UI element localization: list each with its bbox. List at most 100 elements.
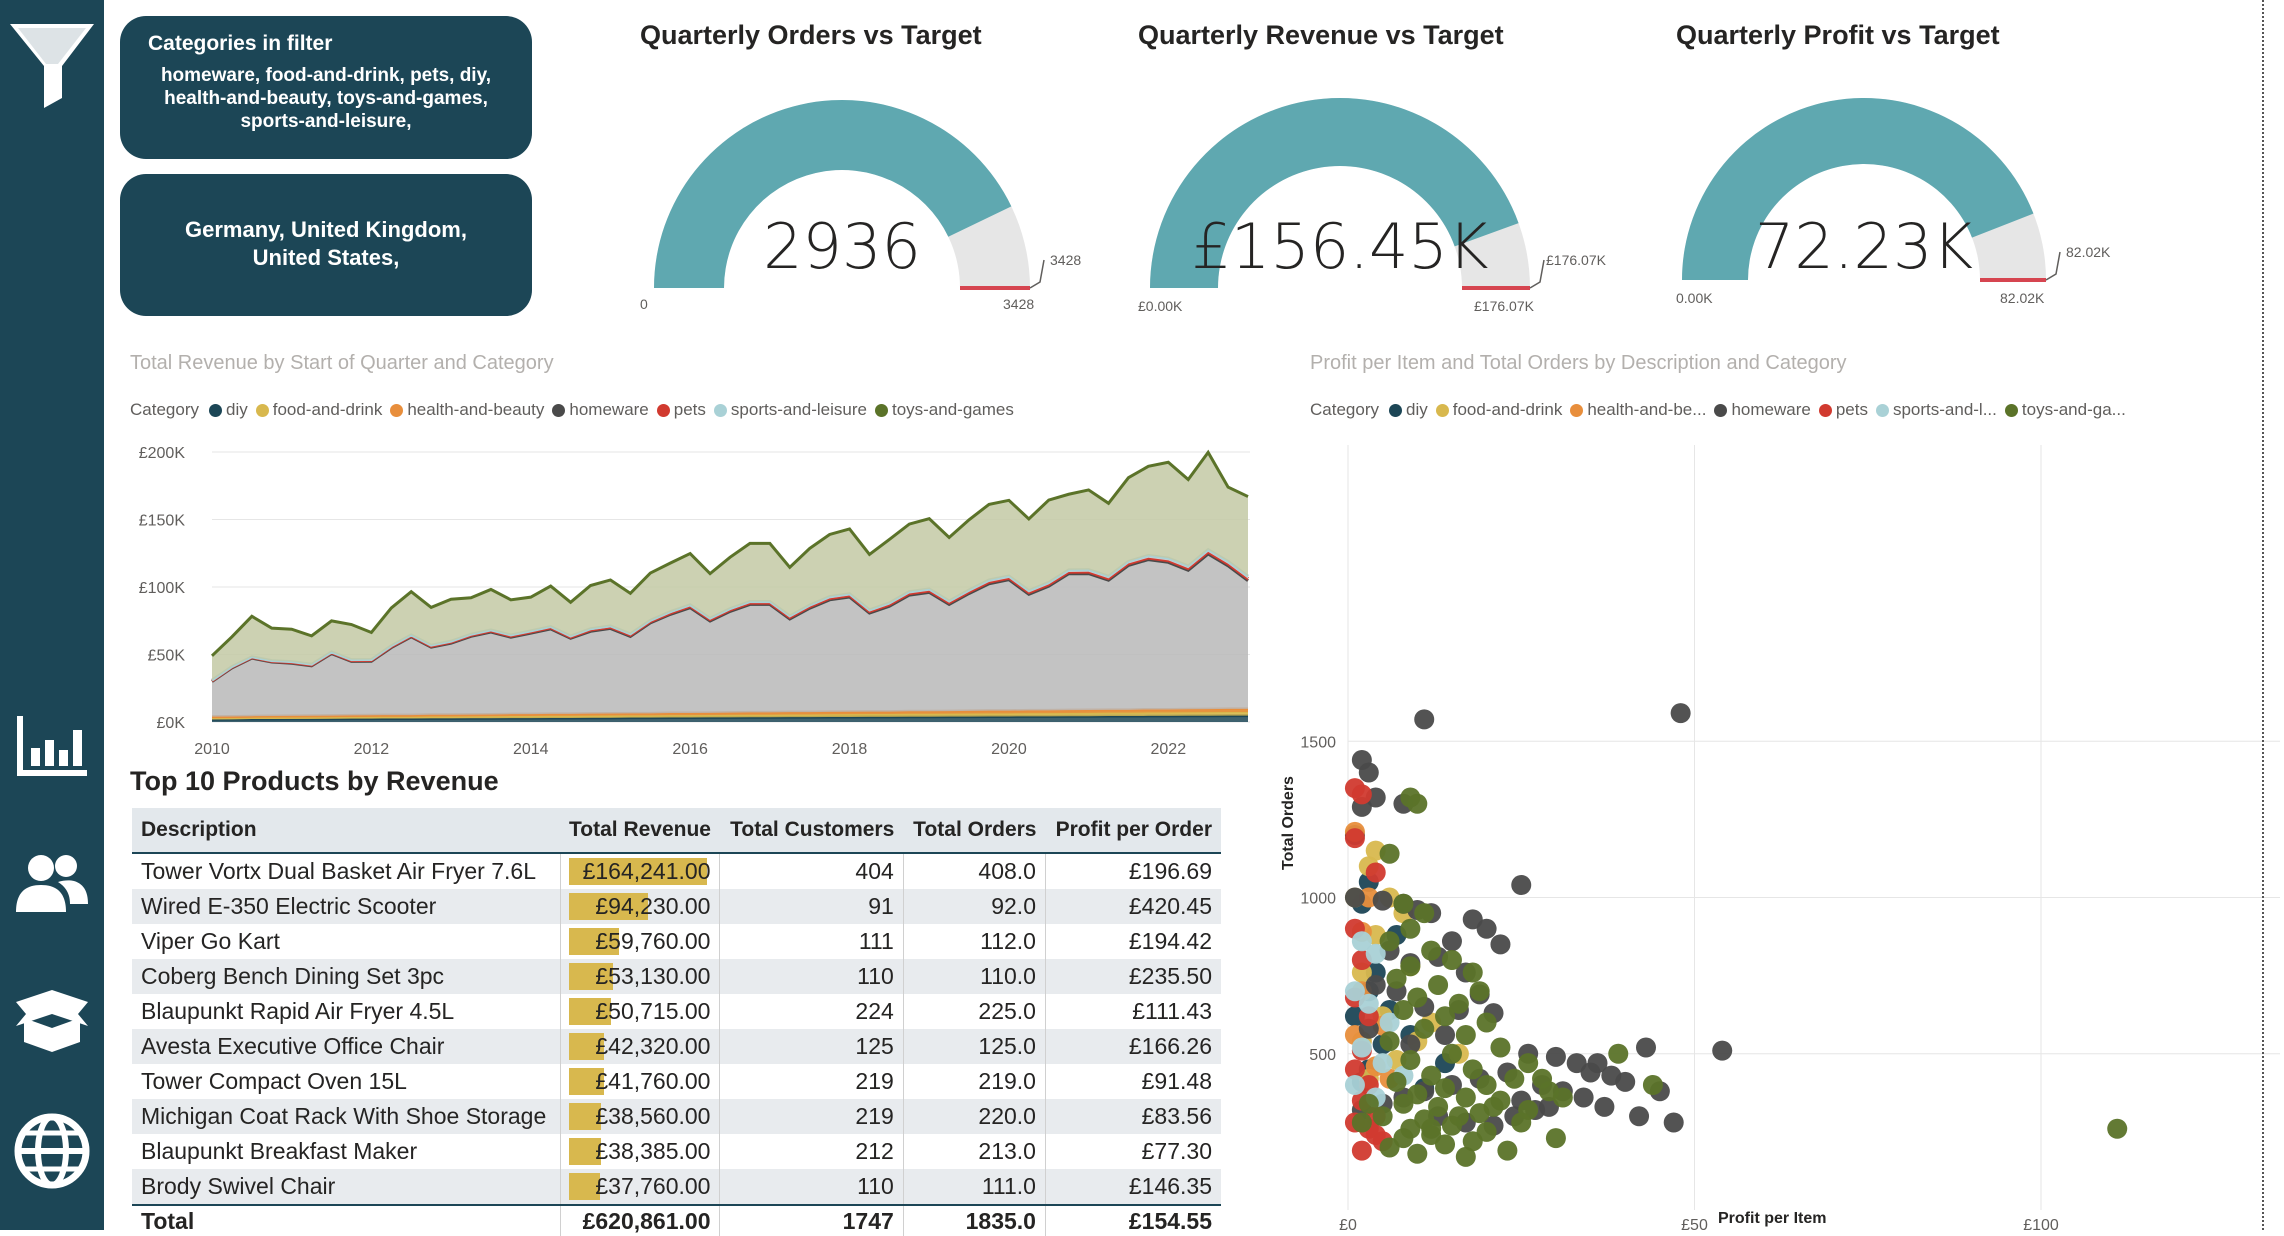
box-icon[interactable]	[0, 988, 104, 1052]
legend-dot	[1818, 403, 1832, 417]
scatter-point-toys-and-games	[1455, 1146, 1476, 1167]
cell-description: Viper Go Kart	[141, 928, 280, 954]
scatter-point-toys-and-games	[1490, 1037, 1511, 1058]
legend-item-toys-and-games[interactable]: toys-and-ga...	[2004, 400, 2126, 420]
scatter-point-toys-and-games	[2107, 1118, 2128, 1139]
table-row[interactable]: Wired E-350 Electric Scooter £94,230.00 91…	[132, 889, 1221, 924]
cell-total-revenue: £38,560.00	[559, 1099, 720, 1134]
scatter-point-homeware	[1545, 1046, 1566, 1067]
scatter-point-toys-and-games	[1441, 1115, 1462, 1136]
globe-icon[interactable]	[0, 1112, 104, 1190]
table-row[interactable]: Michigan Coat Rack With Shoe Storage £38,…	[132, 1099, 1221, 1134]
column-header-total-customers[interactable]: Total Customers	[719, 808, 904, 854]
legend-dot	[1714, 403, 1728, 417]
column-header-total-revenue[interactable]: Total Revenue	[560, 808, 720, 854]
table-row[interactable]: Tower Vortx Dual Basket Air Fryer 7.6L £1…	[132, 853, 1221, 889]
table-row[interactable]: Blaupunkt Rapid Air Fryer 4.5L £50,715.00…	[132, 994, 1221, 1029]
legend-item-health-and-beauty[interactable]: health-and-beauty	[390, 400, 544, 420]
scatter-point-toys-and-games	[1642, 1075, 1663, 1095]
scatter-point-sports-and-leisure	[1351, 1037, 1372, 1058]
cell-profit-per-order: £111.43	[1044, 994, 1221, 1029]
legend-header: Category	[1310, 400, 1379, 419]
cell-profit-per-order: £235.50	[1044, 959, 1221, 994]
legend-item-pets[interactable]: pets	[656, 400, 706, 420]
legend-item-homeware[interactable]: homeware	[1714, 400, 1811, 420]
scatter-point-toys-and-games	[1393, 1093, 1414, 1114]
legend-dot	[1875, 403, 1889, 417]
filter-icon[interactable]	[0, 18, 104, 108]
area-chart-title: Total Revenue by Start of Quarter and Ca…	[130, 352, 554, 374]
users-icon[interactable]	[0, 852, 104, 916]
legend-dot	[656, 403, 670, 417]
x-tick-label: £50	[1681, 1217, 1708, 1230]
column-header-profit-per-order[interactable]: Profit per Order	[1045, 808, 1221, 854]
table-row[interactable]: Coberg Bench Dining Set 3pc £53,130.00 110…	[132, 959, 1221, 994]
revenue-gauge-title: Quarterly Revenue vs Target	[1138, 20, 1504, 50]
legend-label: pets	[673, 400, 706, 419]
scatter-point-toys-and-games	[1504, 1068, 1525, 1089]
cell-total-customers: 404	[719, 853, 904, 889]
legend-label: toys-and-games	[891, 400, 1014, 419]
table-row[interactable]: Tower Compact Oven 15L £41,760.00 219 219.0…	[132, 1064, 1221, 1099]
legend-label: diy	[1405, 400, 1428, 419]
scatter-point-toys-and-games	[1400, 956, 1421, 977]
cell-description: Avesta Executive Office Chair	[132, 1029, 560, 1064]
gauge-target-leader	[1029, 259, 1045, 289]
top-products-table: Description Total Revenue Total Customer…	[132, 808, 1221, 1236]
cell-total-orders: 110.0	[902, 959, 1046, 994]
revenue-data-bar	[568, 928, 619, 955]
legend-dot	[2004, 403, 2018, 417]
total-cell: 1747	[719, 1204, 904, 1236]
table-row[interactable]: Brody Swivel Chair £37,760.00 110 111.0 £146…	[132, 1169, 1221, 1205]
x-tick-label: 2014	[513, 741, 549, 758]
y-tick-label: £200K	[139, 445, 186, 462]
revenue-value: £37,760.00	[595, 1173, 711, 1199]
table-row[interactable]: Avesta Executive Office Chair £42,320.00 1…	[132, 1029, 1221, 1064]
line-toys-and-games	[210, 449, 1249, 657]
legend-item-diy[interactable]: diy	[208, 400, 248, 420]
categories-filter-title: Categories in filter	[148, 32, 333, 55]
area-chart-legend: Category diy food-and-drink health-and-b…	[130, 400, 1022, 420]
x-tick-label: £0	[1339, 1217, 1357, 1230]
cell-total-revenue: £59,760.00	[559, 924, 720, 959]
total-cell: £154.55	[1044, 1204, 1221, 1236]
x-tick-label: 2016	[672, 741, 708, 758]
cell-total-orders: 220.0	[902, 1099, 1046, 1134]
y-tick-label: £0K	[157, 715, 186, 732]
revenue-data-bar	[568, 1173, 601, 1200]
cell-profit-per-order: £83.56	[1044, 1099, 1221, 1134]
scatter-point-homeware	[1573, 1087, 1594, 1108]
cell-total-customers: 110	[719, 959, 904, 994]
table-row[interactable]: Viper Go Kart £59,760.00 111 112.0 £194.42	[132, 924, 1221, 959]
legend-item-diy[interactable]: diy	[1388, 400, 1428, 420]
legend-item-homeware[interactable]: homeware	[552, 400, 649, 420]
legend-item-food-and-drink[interactable]: food-and-drink	[255, 400, 382, 420]
countries-filter-card[interactable]: Germany, United Kingdom, United States,	[120, 174, 532, 316]
revenue-value: £50,715.00	[595, 998, 711, 1024]
column-header-total-orders[interactable]: Total Orders	[903, 808, 1046, 854]
scatter-point-sports-and-leisure	[1379, 1012, 1400, 1033]
page-edge	[2260, 0, 2264, 1230]
scatter-y-axis-label: Total Orders	[1280, 776, 1297, 870]
legend-label: homeware	[569, 400, 649, 419]
legend-item-health-and-beauty[interactable]: health-and-be...	[1570, 400, 1706, 420]
revenue-value: £38,385.00	[595, 1138, 711, 1164]
scatter-chart[interactable]: 1500 1000 500 £0 £50 £100	[1300, 440, 2284, 1230]
legend-item-food-and-drink[interactable]: food-and-drink	[1435, 400, 1562, 420]
legend-item-toys-and-games[interactable]: toys-and-games	[874, 400, 1014, 420]
table-row[interactable]: Blaupunkt Breakfast Maker £38,385.00 212 21…	[132, 1134, 1221, 1169]
cell-description: Wired E-350 Electric Scooter	[132, 889, 560, 924]
bar-chart-icon[interactable]	[0, 712, 104, 780]
legend-item-pets[interactable]: pets	[1818, 400, 1868, 420]
area-chart[interactable]: £200K £150K £100K £50K £0K 2010 2012 2014 2016 20…	[0, 440, 1280, 770]
revenue-data-bar	[568, 1033, 605, 1060]
scatter-point-toys-and-games	[1428, 1096, 1449, 1117]
scatter-chart-legend: Category diy food-and-drink health-and-b…	[1310, 400, 2134, 420]
cell-total-revenue: £41,760.00	[559, 1064, 720, 1099]
column-header-description[interactable]: Description	[132, 808, 560, 854]
categories-filter-card[interactable]: Categories in filter homeware, food-and-…	[120, 16, 532, 159]
scatter-point-toys-and-games	[1483, 1096, 1504, 1117]
profit-gauge-min: 0.00K	[1676, 290, 1713, 306]
legend-item-sports-and-leisure[interactable]: sports-and-l...	[1875, 400, 1997, 420]
legend-item-sports-and-leisure[interactable]: sports-and-leisure	[713, 400, 867, 420]
